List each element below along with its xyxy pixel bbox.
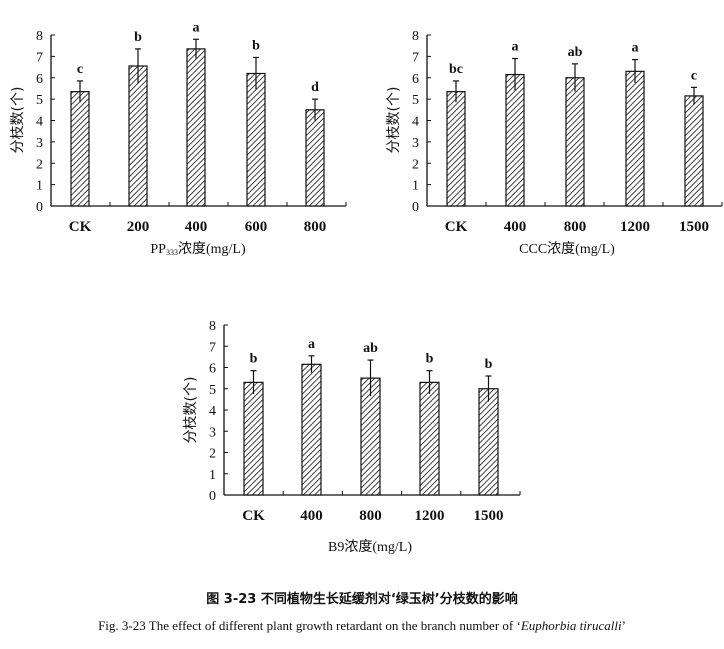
y-tick-label: 3 (209, 425, 216, 440)
x-tick-label: 800 (304, 219, 327, 235)
x-tick-label: 400 (504, 219, 527, 235)
y-tick-label: 1 (36, 179, 43, 194)
significance-letter: b (252, 38, 260, 53)
y-tick-label: 8 (209, 319, 216, 334)
significance-letter: a (308, 337, 315, 352)
significance-letter: ab (363, 341, 378, 356)
significance-letter: a (632, 41, 639, 56)
x-axis-label: PP333浓度(mg/L) (150, 241, 246, 257)
figure-caption-chinese: 图 3-23 不同植物生长延缓剂对‘绿玉树’分枝数的影响 (206, 592, 518, 607)
significance-letter: b (485, 357, 493, 372)
y-tick-label: 8 (36, 29, 43, 44)
caption-en-species: Euphorbia tirucalli (520, 618, 622, 633)
x-tick-label: 1200 (415, 508, 445, 524)
y-tick-label: 2 (412, 157, 419, 172)
x-tick-label: 1500 (679, 219, 709, 235)
y-tick-label: 5 (209, 383, 216, 398)
y-tick-label: 7 (412, 50, 419, 65)
significance-letter: b (134, 30, 142, 45)
y-tick-label: 0 (209, 489, 216, 504)
bar-1500: c 1500 (679, 68, 709, 235)
bar-CK: b CK (242, 352, 265, 524)
y-tick-label: 7 (36, 50, 43, 65)
y-tick-label: 4 (412, 115, 419, 130)
significance-letter: a (512, 40, 519, 55)
bar-800: ab 800 (564, 45, 587, 235)
x-axis-label: CCC浓度(mg/L) (519, 241, 615, 257)
bar-1200: a 1200 (620, 41, 650, 235)
bar-800: ab 800 (359, 341, 382, 524)
bar-600: b 600 (245, 38, 268, 235)
x-tick-label: 1200 (620, 219, 650, 235)
bar-1200: b 1200 (415, 352, 445, 524)
bar-800: d 800 (304, 80, 327, 235)
y-tick-label: 6 (209, 362, 216, 377)
y-tick-label: 2 (209, 447, 216, 462)
significance-letter: d (311, 80, 319, 95)
y-tick-label: 3 (412, 136, 419, 151)
bar-CK: c CK (69, 62, 92, 235)
x-tick-label: 400 (185, 219, 208, 235)
significance-letter: b (250, 352, 258, 367)
y-tick-label: 4 (209, 404, 216, 419)
y-tick-label: 4 (36, 115, 43, 130)
bar-400: a 400 (504, 40, 527, 235)
x-tick-label: 200 (127, 219, 150, 235)
x-tick-label: 600 (245, 219, 268, 235)
y-tick-label: 1 (209, 468, 216, 483)
bar-CK: bc CK (445, 62, 468, 235)
y-axis-label: 分枝数(个) (183, 377, 199, 444)
x-tick-label: CK (69, 219, 92, 235)
x-tick-label: CK (242, 508, 265, 524)
x-tick-label: 1500 (474, 508, 504, 524)
y-tick-label: 5 (412, 93, 419, 108)
caption-en-suffix: ’ (621, 618, 626, 633)
significance-letter: a (193, 20, 200, 35)
y-axis-label: 分枝数(个) (10, 87, 26, 154)
significance-letter: b (426, 352, 434, 367)
y-tick-label: 0 (36, 200, 43, 215)
significance-letter: ab (568, 45, 583, 60)
y-tick-label: 7 (209, 340, 216, 355)
significance-letter: c (77, 62, 83, 77)
significance-letter: bc (449, 62, 463, 77)
y-tick-label: 3 (36, 136, 43, 151)
y-tick-label: 1 (412, 179, 419, 194)
x-tick-label: 400 (300, 508, 323, 524)
y-tick-label: 6 (412, 72, 419, 87)
y-tick-label: 0 (412, 200, 419, 215)
y-axis-label: 分枝数(个) (386, 87, 402, 154)
x-tick-label: 800 (359, 508, 382, 524)
y-tick-label: 2 (36, 157, 43, 172)
figure-caption-english: Fig. 3-23 The effect of different plant … (0, 618, 724, 634)
bar-400: a 400 (300, 337, 323, 524)
bar-400: a 400 (185, 20, 208, 235)
significance-letter: c (691, 68, 697, 83)
bar-1500: b 1500 (474, 357, 504, 524)
x-tick-label: CK (445, 219, 468, 235)
x-tick-label: 800 (564, 219, 587, 235)
y-tick-label: 5 (36, 93, 43, 108)
y-tick-label: 8 (412, 29, 419, 44)
caption-en-prefix: Fig. 3-23 The effect of different plant … (98, 618, 521, 633)
x-axis-label: B9浓度(mg/L) (328, 539, 412, 555)
y-tick-label: 6 (36, 72, 43, 87)
bar-200: b 200 (127, 30, 150, 235)
